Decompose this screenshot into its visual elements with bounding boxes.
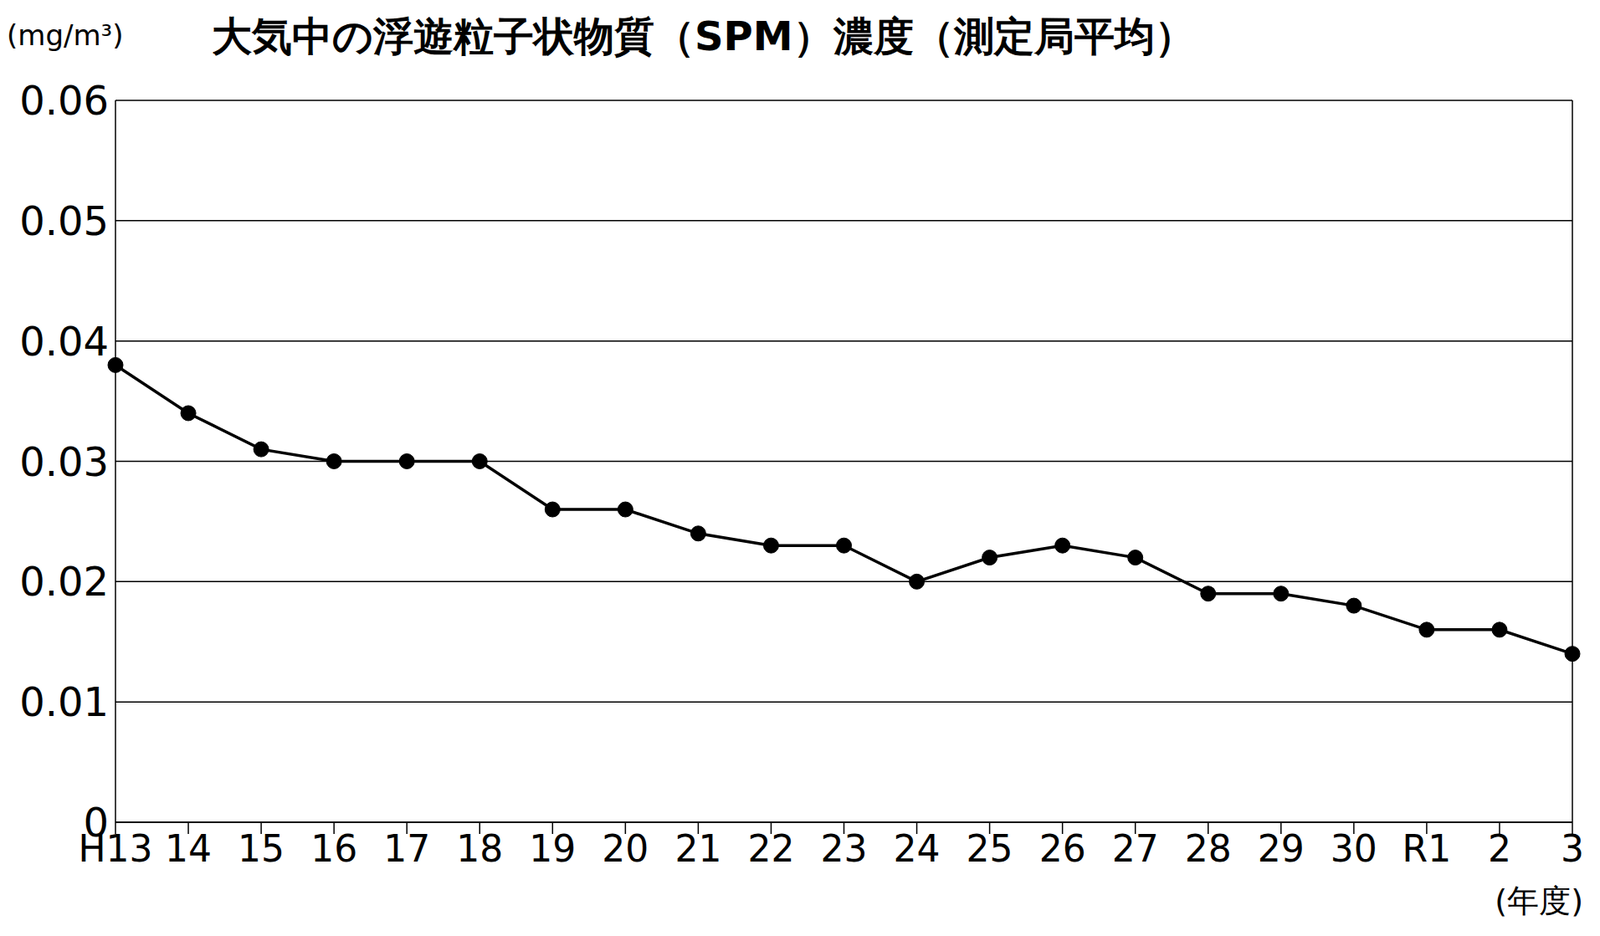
svg-text:15: 15 [237,827,285,871]
svg-text:19: 19 [528,827,576,871]
svg-text:14: 14 [164,827,212,871]
svg-text:18: 18 [456,827,503,871]
html-text:(年度): (年度) [1494,882,1584,920]
svg-text:25: 25 [966,827,1014,871]
svg-text:27: 27 [1112,827,1159,871]
svg-text:20: 20 [601,827,649,871]
svg-text:26: 26 [1039,827,1087,871]
svg-text:29: 29 [1257,827,1305,871]
svg-text:17: 17 [383,827,431,871]
svg-text:0.01: 0.01 [19,678,109,726]
svg-text:2: 2 [1487,827,1512,871]
svg-text:0.05: 0.05 [19,197,109,245]
svg-text:21: 21 [674,827,722,871]
svg-text:23: 23 [820,827,868,871]
svg-text:22: 22 [747,827,795,871]
html-text:大気中の浮遊粒子状物質（SPM）濃度（測定局平均）: 大気中の浮遊粒子状物質（SPM）濃度（測定局平均） [211,12,1195,60]
svg-text:28: 28 [1184,827,1232,871]
svg-text:3: 3 [1560,827,1585,871]
html-text:(mg/m³): (mg/m³) [6,18,124,52]
svg-text:30: 30 [1330,827,1378,871]
svg-text:0: 0 [82,799,109,847]
svg-text:24: 24 [893,827,941,871]
svg-text:R1: R1 [1402,827,1452,871]
svg-text:0.06: 0.06 [19,76,109,124]
svg-text:0.03: 0.03 [19,438,109,486]
svg-text:H13: H13 [78,827,153,871]
svg-text:0.02: 0.02 [19,558,109,606]
svg-text:16: 16 [310,827,358,871]
svg-text:0.04: 0.04 [19,317,109,365]
